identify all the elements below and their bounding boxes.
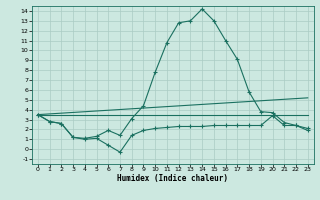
X-axis label: Humidex (Indice chaleur): Humidex (Indice chaleur): [117, 174, 228, 183]
